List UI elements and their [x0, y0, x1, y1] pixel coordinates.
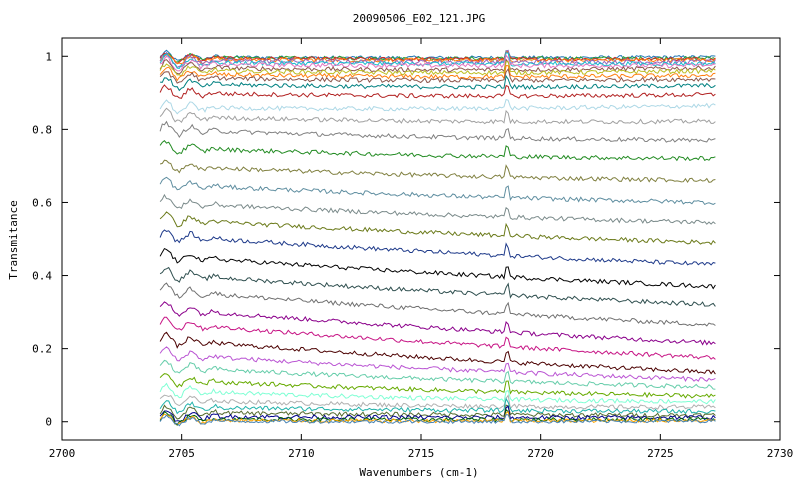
series-line-7 [159, 54, 716, 72]
series-line-11 [159, 67, 716, 84]
series-line-35 [159, 404, 716, 420]
series-line-21 [159, 211, 716, 246]
series-line-24 [159, 266, 716, 307]
x-tick-label: 2710 [288, 447, 315, 460]
series-line-15 [159, 107, 716, 125]
chart-title: 20090506_E02_121.JPG [353, 12, 485, 25]
y-tick-label: 0.8 [32, 123, 52, 136]
series-line-6 [159, 52, 716, 69]
series-line-20 [159, 193, 716, 225]
series-lines [159, 49, 716, 427]
y-tick-label: 0.2 [32, 343, 52, 356]
series-line-17 [159, 140, 716, 162]
y-tick-label: 1 [45, 50, 52, 63]
series-line-28 [159, 331, 716, 375]
series-line-23 [159, 247, 716, 290]
series-line-8 [159, 58, 716, 75]
x-tick-label: 2730 [767, 447, 794, 460]
series-line-37 [159, 408, 716, 426]
series-line-27 [159, 316, 716, 360]
y-axis-label: Transmitance [7, 200, 20, 279]
x-tick-label: 2715 [408, 447, 435, 460]
series-line-18 [159, 159, 716, 184]
x-axis: 2700 2705 2710 2715 2720 2725 2730 [49, 38, 794, 460]
y-axis: 0 0.2 0.4 0.6 0.8 1 [32, 50, 780, 429]
series-line-22 [159, 229, 716, 266]
x-tick-label: 2720 [527, 447, 554, 460]
x-tick-label: 2700 [49, 447, 76, 460]
series-line-19 [159, 176, 716, 206]
series-line-31 [159, 373, 716, 399]
series-line-39 [159, 414, 716, 427]
series-line-29 [159, 346, 716, 382]
series-line-4 [159, 51, 716, 65]
y-tick-label: 0 [45, 416, 52, 429]
y-tick-label: 0.4 [32, 270, 52, 283]
series-line-2 [159, 49, 716, 63]
x-axis-label: Wavenumbers (cm-1) [359, 466, 478, 479]
series-line-33 [159, 394, 716, 410]
series-line-9 [159, 61, 716, 77]
series-line-32 [159, 382, 716, 405]
series-line-26 [159, 301, 716, 346]
x-tick-label: 2725 [647, 447, 674, 460]
series-line-13 [159, 84, 716, 99]
series-line-14 [159, 98, 716, 115]
series-line-36 [159, 405, 716, 423]
series-line-25 [159, 282, 716, 327]
series-line-16 [159, 120, 716, 143]
y-tick-label: 0.6 [32, 196, 52, 209]
x-tick-label: 2705 [168, 447, 195, 460]
series-line-30 [159, 359, 716, 390]
series-line-12 [160, 74, 716, 92]
series-line-34 [159, 397, 716, 415]
